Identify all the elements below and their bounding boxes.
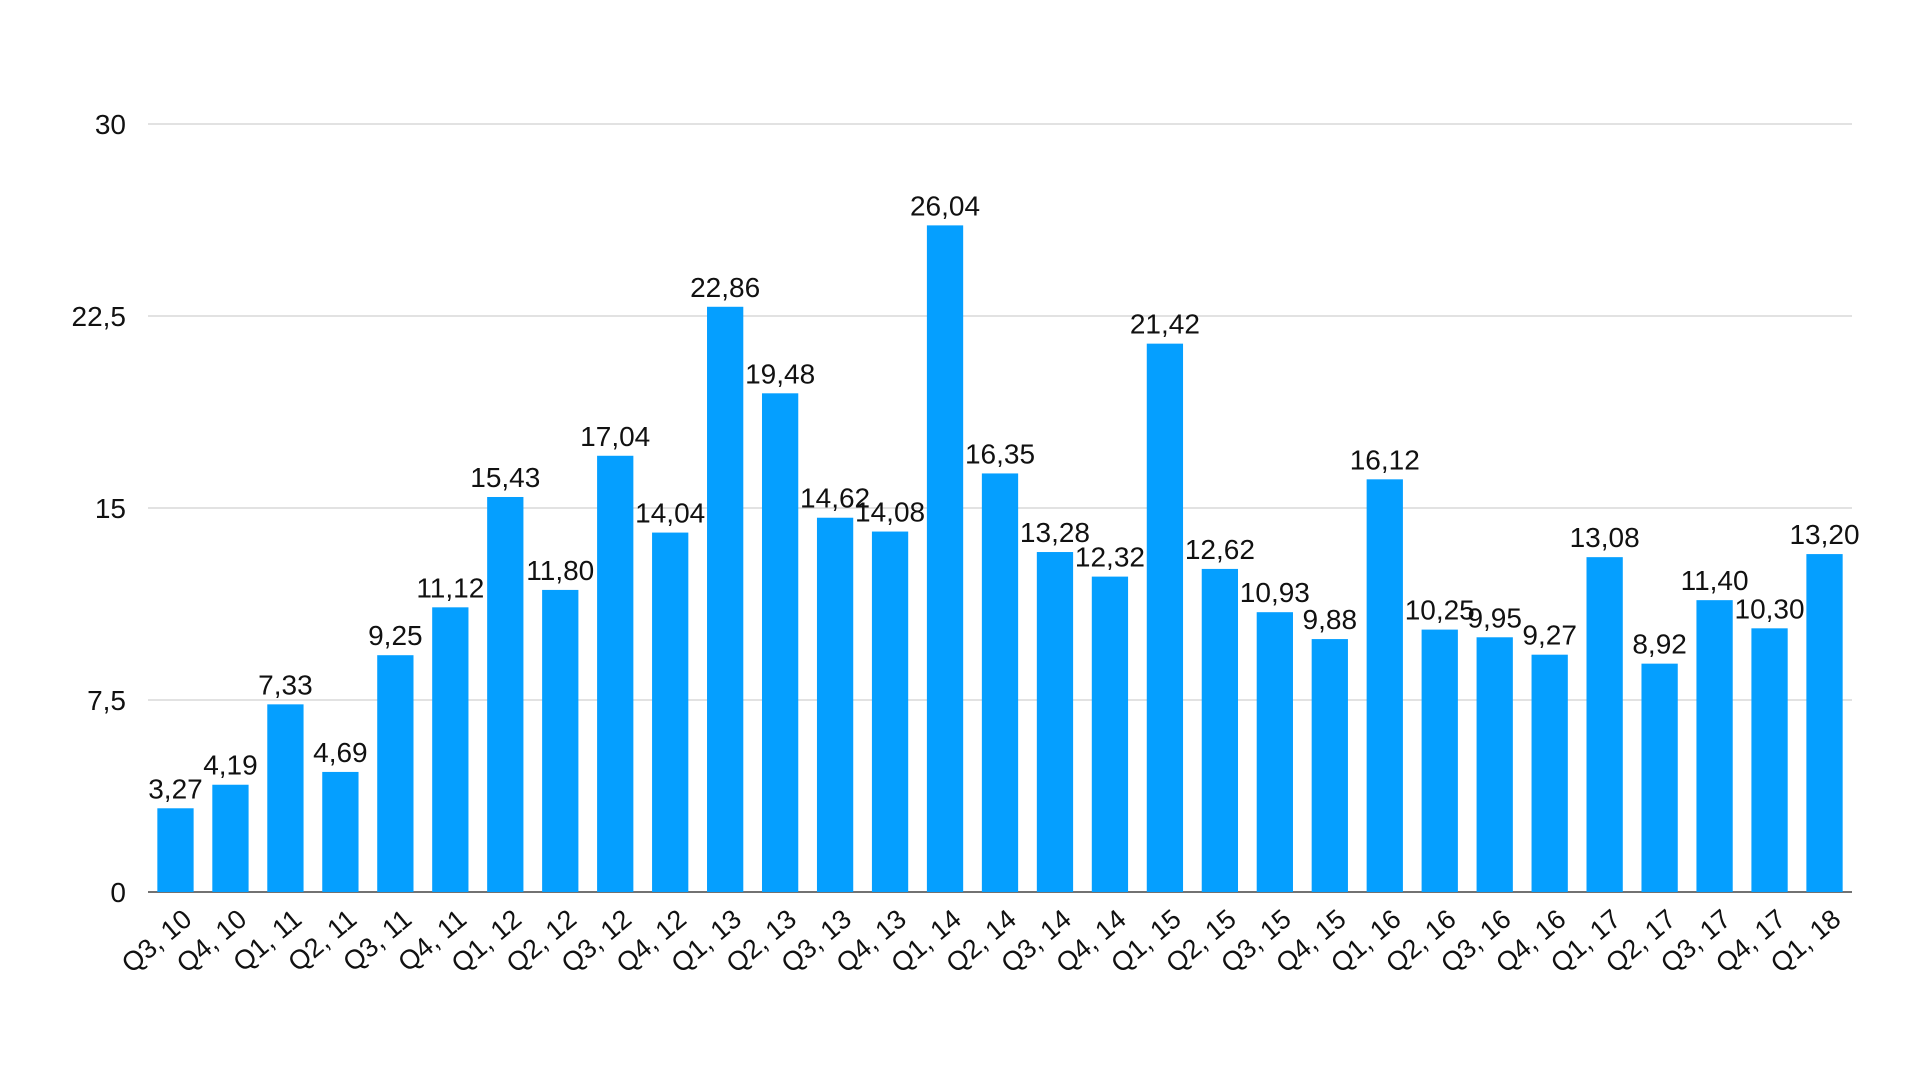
data-label: 14,04 <box>635 498 705 529</box>
data-label: 13,20 <box>1789 519 1859 550</box>
data-labels: 3,274,19 7,33 4,69 9,25 11,12 15,43 11,80 17,04… <box>148 190 1859 804</box>
bar <box>1641 663 1678 892</box>
data-label: 13,28 <box>1020 517 1090 548</box>
y-tick-label: 7,5 <box>87 685 126 716</box>
data-label: 22,86 <box>690 272 760 303</box>
bar <box>652 532 689 892</box>
bar <box>1256 612 1293 892</box>
bar <box>1751 628 1788 892</box>
data-label: 4,69 <box>313 737 368 768</box>
bar <box>981 473 1019 892</box>
data-label: 12,62 <box>1185 534 1255 565</box>
data-label: 14,62 <box>800 483 870 514</box>
data-label: 9,95 <box>1467 602 1522 633</box>
data-label: 19,48 <box>745 358 815 389</box>
data-label: 15,43 <box>470 462 540 493</box>
bar <box>432 607 469 892</box>
data-label: 10,30 <box>1735 593 1805 624</box>
bar <box>212 784 249 892</box>
bar <box>487 496 524 892</box>
bar <box>1201 568 1239 892</box>
bar <box>1091 576 1129 892</box>
bar <box>1696 600 1733 892</box>
y-tick-label: 22,5 <box>72 301 127 332</box>
bar <box>1586 557 1623 892</box>
data-label: 3,27 <box>148 773 203 804</box>
data-label: 17,04 <box>580 421 650 452</box>
bar <box>1311 639 1348 892</box>
data-label: 10,93 <box>1240 577 1310 608</box>
data-label: 12,32 <box>1075 542 1145 573</box>
bar <box>322 771 359 892</box>
data-label: 16,12 <box>1350 444 1420 475</box>
bar <box>1806 554 1843 892</box>
bar <box>1366 479 1403 892</box>
bar <box>871 531 909 892</box>
data-label: 26,04 <box>910 190 980 221</box>
bars <box>157 225 1843 893</box>
bar <box>267 704 304 892</box>
data-label: 21,42 <box>1130 309 1200 340</box>
bar <box>1146 343 1184 892</box>
data-label: 7,33 <box>258 669 313 700</box>
bar <box>542 589 579 892</box>
data-label: 11,40 <box>1681 565 1749 596</box>
bar <box>1036 552 1074 892</box>
y-tick-label: 15 <box>95 493 126 524</box>
bar <box>1531 654 1568 892</box>
data-label: 13,08 <box>1570 522 1640 553</box>
y-tick-label: 30 <box>95 109 126 140</box>
data-label: 9,27 <box>1522 620 1577 651</box>
bar <box>707 306 744 892</box>
bar <box>377 655 414 892</box>
bar <box>926 225 964 893</box>
data-label: 9,25 <box>368 620 423 651</box>
data-label: 8,92 <box>1632 629 1687 660</box>
bar <box>597 455 634 892</box>
bar <box>761 393 799 892</box>
data-label: 16,35 <box>965 438 1035 469</box>
data-label: 10,25 <box>1405 595 1475 626</box>
bar <box>1421 629 1458 892</box>
data-label: 11,80 <box>526 555 594 586</box>
bar <box>1476 637 1513 892</box>
data-label: 14,08 <box>855 497 925 528</box>
data-label: 4,19 <box>203 750 258 781</box>
y-tick-label: 0 <box>110 877 126 908</box>
data-label: 9,88 <box>1303 604 1358 635</box>
bar <box>816 517 854 892</box>
y-axis-ticks: 0 7,5 15 22,5 30 <box>72 109 127 908</box>
data-label: 11,12 <box>416 572 484 603</box>
bar <box>157 808 194 892</box>
